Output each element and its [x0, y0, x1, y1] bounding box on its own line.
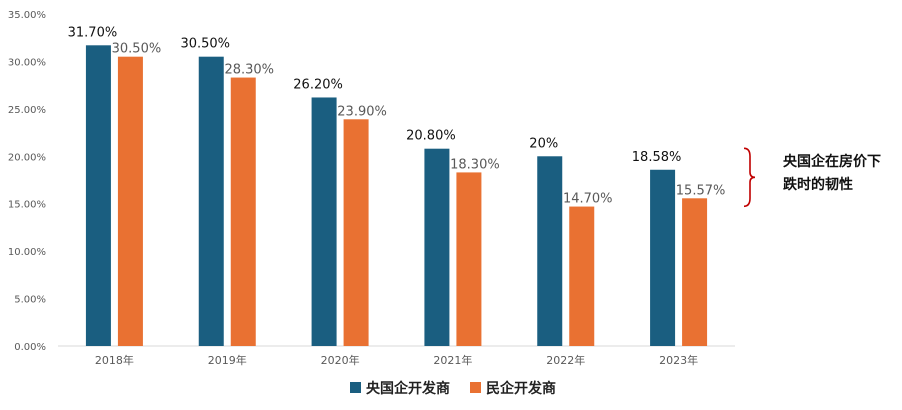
data-label-private: 30.50% — [112, 42, 162, 57]
y-axis: 0.00% 5.00% 10.00% 15.00% 20.00% 25.00% 30.00%… — [8, 10, 46, 353]
bar-central-soe — [198, 56, 224, 346]
y-tick-label: 0.00% — [14, 342, 46, 353]
bar-central-soe — [311, 97, 337, 346]
data-label-central-soe: 20% — [529, 136, 558, 151]
legend-swatch-central-soe — [350, 382, 361, 393]
legend-label-private: 民企开发商 — [486, 380, 556, 397]
y-tick-label: 30.00% — [8, 57, 46, 68]
x-tick-label: 2022年 — [546, 353, 585, 367]
bars: 31.70% 30.50% 30.50% 28.30% 26.20% 23.90% 20.8… — [68, 25, 726, 346]
x-tick-label: 2018年 — [95, 353, 134, 367]
data-label-central-soe: 26.20% — [293, 77, 343, 92]
bar-central-soe — [537, 156, 563, 346]
y-tick-label: 25.00% — [8, 105, 46, 116]
data-label-private: 23.90% — [337, 104, 387, 119]
y-tick-label: 5.00% — [14, 295, 46, 306]
annotation-line-1: 央国企在房价下 — [783, 153, 881, 170]
bar-private — [682, 198, 708, 346]
y-tick-label: 10.00% — [8, 247, 46, 258]
x-tick-label: 2019年 — [208, 353, 247, 367]
x-tick-label: 2020年 — [321, 353, 360, 367]
x-tick-label: 2023年 — [659, 353, 698, 367]
legend-label-central-soe: 央国企开发商 — [366, 380, 450, 397]
bar-central-soe — [650, 169, 676, 346]
x-tick-label: 2021年 — [433, 353, 472, 367]
data-label-central-soe: 30.50% — [180, 37, 230, 52]
bar-private — [117, 56, 143, 346]
bar-private — [230, 77, 256, 346]
bar-private — [569, 206, 595, 346]
data-label-private: 14.70% — [563, 192, 613, 207]
annotation-bracket — [743, 147, 756, 208]
bar-central-soe — [85, 45, 111, 346]
bar-private — [456, 172, 482, 346]
data-label-private: 28.30% — [224, 63, 274, 78]
data-label-central-soe: 31.70% — [68, 25, 118, 40]
y-tick-label: 15.00% — [8, 200, 46, 211]
legend-swatch-private — [470, 382, 481, 393]
legend: 央国企开发商 民企开发商 — [350, 380, 556, 397]
data-label-central-soe: 18.58% — [632, 150, 682, 165]
data-label-central-soe: 20.80% — [406, 129, 456, 144]
y-tick-label: 20.00% — [8, 152, 46, 163]
annotation: 央国企在房价下 跌时的韧性 — [743, 147, 881, 208]
x-axis: 2018年 2019年 2020年 2021年 2022年 2023年 — [95, 353, 698, 367]
annotation-line-2: 跌时的韧性 — [783, 176, 853, 193]
bar-private — [343, 119, 369, 346]
y-tick-label: 35.00% — [8, 10, 46, 21]
data-label-private: 18.30% — [450, 157, 500, 172]
bar-central-soe — [424, 148, 450, 346]
data-label-private: 15.57% — [676, 183, 726, 198]
